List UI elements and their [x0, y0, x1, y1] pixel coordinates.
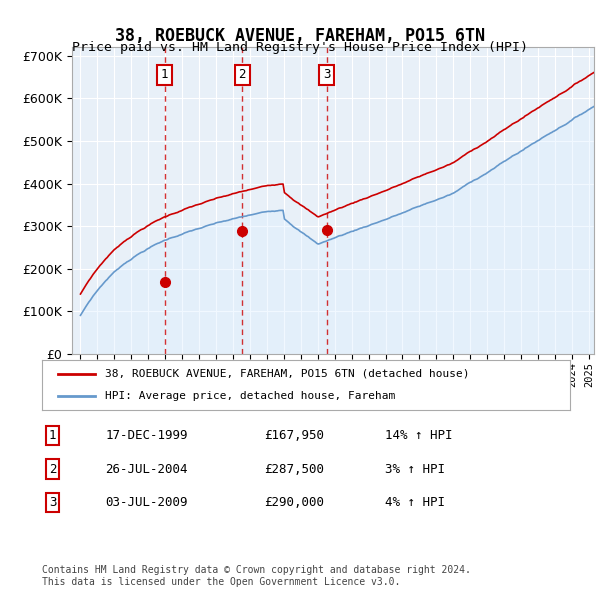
Text: 1: 1	[49, 429, 56, 442]
Text: 26-JUL-2004: 26-JUL-2004	[106, 463, 188, 476]
Text: 2: 2	[49, 463, 56, 476]
Text: 38, ROEBUCK AVENUE, FAREHAM, PO15 6TN (detached house): 38, ROEBUCK AVENUE, FAREHAM, PO15 6TN (d…	[106, 369, 470, 379]
Text: £167,950: £167,950	[264, 429, 324, 442]
Text: 3% ↑ HPI: 3% ↑ HPI	[385, 463, 445, 476]
Text: HPI: Average price, detached house, Fareham: HPI: Average price, detached house, Fare…	[106, 391, 395, 401]
Text: 2: 2	[238, 68, 246, 81]
Text: 3: 3	[323, 68, 331, 81]
Text: £287,500: £287,500	[264, 463, 324, 476]
Text: 3: 3	[49, 496, 56, 509]
Text: 03-JUL-2009: 03-JUL-2009	[106, 496, 188, 509]
Text: £290,000: £290,000	[264, 496, 324, 509]
Text: 17-DEC-1999: 17-DEC-1999	[106, 429, 188, 442]
Text: 1: 1	[161, 68, 168, 81]
Text: Contains HM Land Registry data © Crown copyright and database right 2024.
This d: Contains HM Land Registry data © Crown c…	[42, 565, 471, 587]
Text: 14% ↑ HPI: 14% ↑ HPI	[385, 429, 453, 442]
Text: 38, ROEBUCK AVENUE, FAREHAM, PO15 6TN: 38, ROEBUCK AVENUE, FAREHAM, PO15 6TN	[115, 27, 485, 45]
Text: 4% ↑ HPI: 4% ↑ HPI	[385, 496, 445, 509]
Text: Price paid vs. HM Land Registry's House Price Index (HPI): Price paid vs. HM Land Registry's House …	[72, 41, 528, 54]
